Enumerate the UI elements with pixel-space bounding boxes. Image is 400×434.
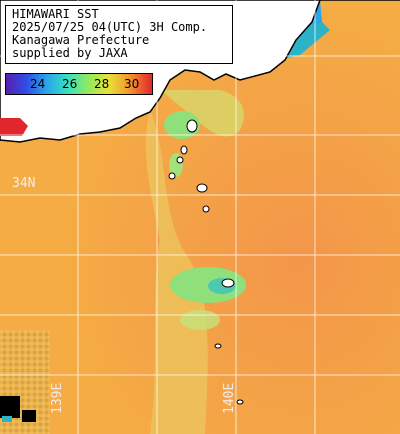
- bay-water: [160, 90, 244, 137]
- longitude-label-140: 140E: [222, 382, 237, 414]
- title-line-1: HIMAWARI SST: [12, 7, 99, 21]
- island-toshima: [168, 172, 176, 180]
- island-niijima: [196, 183, 208, 193]
- red-inlet: [0, 118, 28, 136]
- legend-tick-24: 24: [30, 77, 46, 91]
- title-line-4: supplied by JAXA: [12, 46, 128, 60]
- no-data-block-2: [22, 410, 36, 422]
- title-line-2: 2025/07/25 04(UTC) 3H Comp.: [12, 20, 208, 34]
- island-shikine: [202, 205, 210, 213]
- cool-tongue: [145, 110, 208, 434]
- no-data-block: [0, 396, 20, 418]
- island-miyake: [221, 278, 235, 288]
- title-line-3: Kanagawa Prefecture: [12, 33, 150, 47]
- title-box: HIMAWARI SST 2025/07/25 04(UTC) 3H Comp.…: [5, 5, 233, 64]
- legend-tick-30: 30: [124, 77, 140, 91]
- island-hachijo: [236, 399, 244, 405]
- longitude-label-139: 139E: [50, 382, 65, 414]
- latitude-label: 34N: [12, 176, 36, 191]
- island-oshima-b: [176, 156, 184, 164]
- legend-tick-26: 26: [62, 77, 78, 91]
- legend-tick-28: 28: [94, 77, 110, 91]
- island-oshima-a: [180, 145, 188, 155]
- color-scale-legend: 24 26 28 30: [5, 73, 153, 95]
- island-mikura: [214, 343, 222, 349]
- island-hatsushima: [186, 119, 198, 133]
- cold-speck: [2, 416, 12, 422]
- cool-patch-tail: [180, 310, 220, 330]
- cool-patch-south: [170, 267, 246, 303]
